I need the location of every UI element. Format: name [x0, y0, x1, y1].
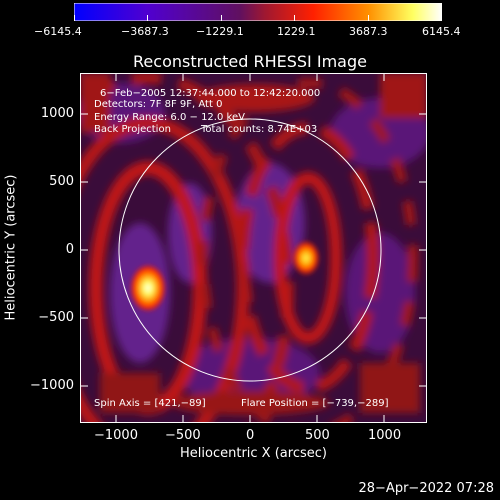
x-tick-label: 1000 [368, 428, 402, 443]
detectors-label: Detectors: 7F 8F 9F, Att 0 [94, 99, 223, 110]
colorbar-tick-labels: −6145.4 −3687.3 −1229.1 1229.1 3687.3 61… [0, 25, 500, 41]
plot-title: Reconstructed RHESSI Image [133, 52, 367, 71]
colorbar-tick-label: 6145.4 [422, 25, 461, 38]
energy-range-label: Energy Range: 6.0 − 12.0 keV [94, 112, 245, 123]
flare-position-label: Flare Position = [−739,−289] [241, 398, 389, 409]
colorbar-tick-label: 3687.3 [349, 25, 388, 38]
colorbar-tick-label: −1229.1 [196, 25, 244, 38]
x-tick-label: 0 [246, 428, 255, 443]
footer-timestamp: 28−Apr−2022 07:28 [358, 481, 495, 496]
method-label: Back Projection [94, 124, 171, 135]
colorbar-tick-label: 1229.1 [277, 25, 316, 38]
x-tick-label: −1000 [94, 428, 138, 443]
spin-axis-label: Spin Axis = [421,−89] [94, 398, 206, 409]
colorbar-tick-label: −6145.4 [34, 25, 82, 38]
y-tick-label: −500 [38, 310, 74, 325]
y-tick-label: 1000 [40, 106, 74, 121]
plot-area: 6−Feb−2005 12:37:44.000 to 12:42:20.000 … [80, 73, 427, 423]
colorbar [73, 2, 443, 22]
y-axis-title: Heliocentric Y (arcsec) [3, 174, 19, 321]
x-tick-labels: −1000 −500 0 500 1000 [80, 428, 427, 444]
solar-limb [118, 118, 382, 382]
y-tick-label: −1000 [30, 378, 74, 393]
y-tick-label: 500 [49, 174, 74, 189]
axis-ticks [80, 73, 427, 423]
flare-source [130, 264, 166, 312]
secondary-source [292, 240, 320, 276]
y-tick-label: 0 [65, 242, 74, 257]
colorbar-tick-label: −3687.3 [121, 25, 169, 38]
rhessi-image [80, 73, 427, 423]
time-range-label: 6−Feb−2005 12:37:44.000 to 12:42:20.000 [100, 88, 321, 99]
colorbar-graphic [73, 2, 443, 22]
x-axis-title: Heliocentric X (arcsec) [180, 446, 327, 461]
y-tick-labels: 1000 500 0 −500 −1000 [0, 73, 78, 423]
x-tick-label: 500 [305, 428, 330, 443]
total-counts-label: Total counts: 8.74E+03 [201, 124, 318, 135]
x-tick-label: −500 [165, 428, 201, 443]
